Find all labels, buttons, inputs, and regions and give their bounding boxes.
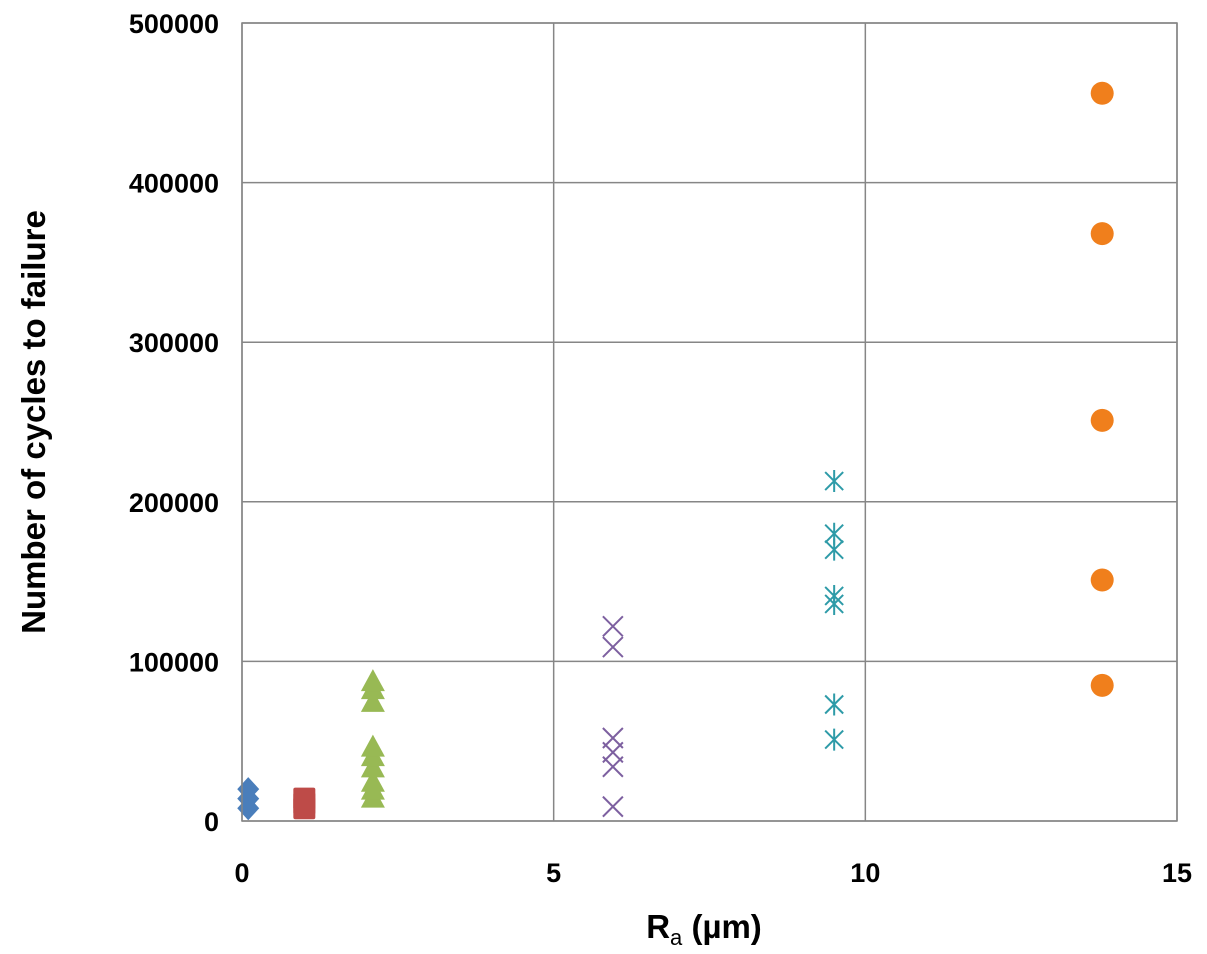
tick-labels: 0 100000 200000 300000 400000 500000 0 5 10 15 [129,9,1192,888]
y-axis-title: Number of cycles to failure [15,210,52,634]
y-tick-label: 300000 [129,328,219,358]
x-point [602,636,624,658]
x-axis-title-unit: (µm) [682,908,762,945]
x-axis-title-main: R [646,908,670,945]
star-point [824,522,844,545]
star-point [824,584,844,607]
series-x [602,615,624,818]
x-point [602,795,624,818]
circle-point [1090,408,1114,432]
triangle-point [360,669,385,692]
x-axis-title: Ra (µm) [646,908,762,950]
x-point [602,615,624,637]
x-point [602,727,624,749]
plot-border [241,22,1178,822]
x-tick-label: 10 [850,858,880,888]
triangle-point [360,689,385,712]
star-point [824,693,844,716]
triangle-point [360,734,385,757]
triangle-point [360,755,385,778]
square-point [293,787,316,810]
y-tick-label: 200000 [129,488,219,518]
circle-point [1090,568,1114,592]
y-tick-label: 100000 [129,647,219,677]
x-axis-title-subscript: a [670,925,683,950]
series-circle [1090,81,1114,697]
plot-area [242,23,1177,821]
star-point [824,470,844,493]
y-tick-label: 400000 [129,169,219,199]
x-tick-label: 5 [546,858,561,888]
y-tick-label: 0 [204,807,219,837]
star-point [824,728,844,751]
x-tick-label: 15 [1162,858,1192,888]
x-tick-label: 0 [234,858,249,888]
series-star [824,470,844,751]
y-tick-label: 500000 [129,9,219,39]
series-square [293,787,316,820]
circle-point [1090,673,1114,697]
series-triangle [360,669,385,808]
circle-point [1090,81,1114,105]
circle-point [1090,222,1114,246]
triangle-point [360,769,385,792]
